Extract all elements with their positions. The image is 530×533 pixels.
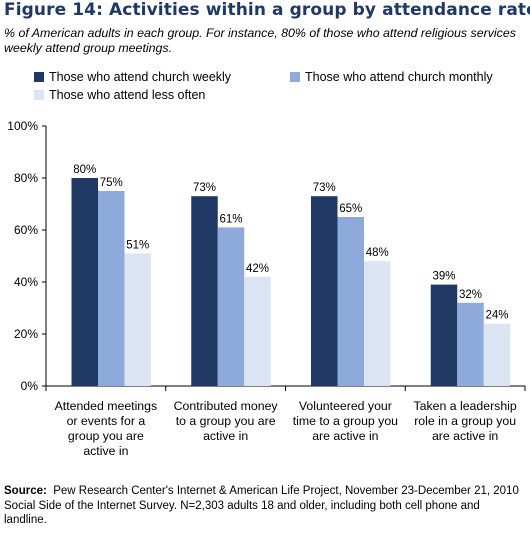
figure-title: Figure 14: Activities within a group by … [4,0,530,20]
x-category-label: Volunteered your time to a group you are a… [283,399,407,444]
x-category-label: Taken a leadership role in a group you are… [403,399,527,444]
x-category-label-line: active in [83,444,129,458]
data-label: 48% [366,247,389,259]
bar [217,227,245,386]
x-category-label-line: are active in [431,429,499,443]
x-category-label-line: or events for a [66,414,146,428]
x-category-label-line: role in a group you [414,414,517,428]
y-tick-label: 0% [21,379,39,393]
x-category-label: Contributed money to a group you are activ… [164,399,288,444]
data-label: 73% [313,182,336,194]
x-category-label-line: active in [203,429,249,443]
bar [71,178,98,386]
data-label: 24% [485,310,508,322]
x-category-label: Attended meetings or events for a group yo… [44,399,168,459]
x-category-label-line: to a group you are [175,414,276,428]
x-category-label-line: Contributed money [173,399,278,413]
x-category-label-line: group you are [67,429,144,443]
data-label: 51% [126,239,149,251]
x-category-label-line: Volunteered your [298,399,392,413]
y-tick-label: 80% [14,171,38,185]
source-text: Pew Research Center's Internet & America… [4,485,519,526]
y-tick-label: 20% [14,327,38,341]
figure-subtitle: % of American adults in each group. For … [4,26,516,55]
x-category-label-line: time to a group you [292,414,399,428]
bar [244,276,271,386]
data-label: 73% [193,182,216,194]
data-label: 75% [100,177,123,189]
data-label: 39% [432,271,455,283]
data-label: 65% [339,203,362,215]
x-category-label-line: are active in [312,429,379,443]
bar [483,323,511,386]
data-label: 42% [246,263,269,275]
source-label: Source: [4,485,47,497]
bar [311,196,338,386]
y-tick-label: 60% [14,223,38,237]
y-tick-label: 100% [7,119,38,133]
data-label: 32% [459,289,482,301]
bar [337,217,364,386]
bar [364,261,391,386]
y-tick-label: 40% [14,275,38,289]
data-label: 80% [73,164,96,176]
bar [430,284,458,386]
source-note: Source: Pew Research Center's Internet &… [4,484,524,528]
data-label: 61% [219,213,242,225]
bar [191,196,218,386]
bar [124,253,151,386]
bar [457,302,484,386]
x-category-label-line: Taken a leadership [413,399,517,413]
x-category-label-line: Attended meetings [54,399,158,413]
bar [98,191,125,386]
